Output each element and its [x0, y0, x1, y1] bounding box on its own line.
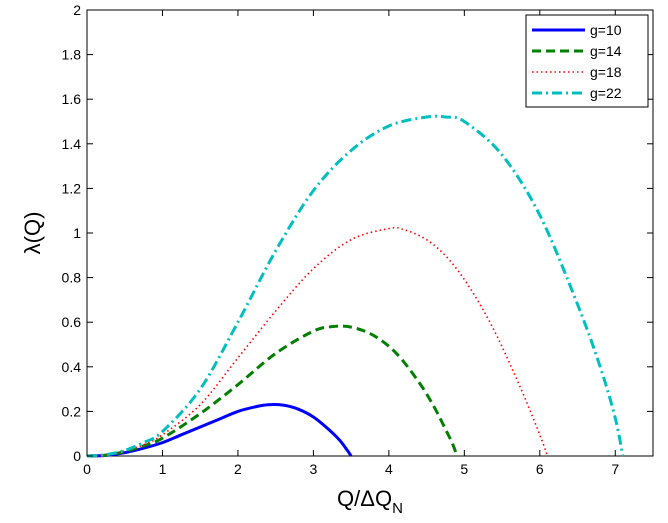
- y-tick-label: 1.6: [62, 91, 82, 107]
- legend-label: g=22: [590, 85, 622, 101]
- x-tick-label: 6: [536, 461, 544, 477]
- x-tick-label: 5: [460, 461, 468, 477]
- x-tick-label: 0: [83, 461, 91, 477]
- series-line-g-22: [86, 114, 625, 458]
- y-tick-label: 2: [73, 2, 81, 18]
- legend-label: g=10: [590, 22, 622, 38]
- y-tick-label: 0.4: [62, 359, 82, 375]
- y-tick-label: 0.8: [62, 270, 82, 286]
- y-tick-label: 0.6: [62, 314, 82, 330]
- y-tick-label: 0.2: [62, 403, 82, 419]
- legend-label: g=14: [590, 43, 622, 59]
- y-tick-label: 1.2: [62, 180, 82, 196]
- y-tick-label: 0: [73, 448, 81, 464]
- x-axis-label-main: Q/ΔQ: [337, 486, 392, 511]
- y-tick-label: 1.4: [62, 136, 82, 152]
- x-tick-label: 4: [385, 461, 393, 477]
- y-axis-label: λ(Q): [20, 212, 45, 255]
- x-axis-label-subscript: N: [392, 500, 403, 517]
- series-layer: [86, 114, 625, 458]
- x-tick-label: 1: [159, 461, 167, 477]
- y-tick-label: 1: [73, 225, 81, 241]
- x-axis-label: Q/ΔQN: [337, 486, 403, 517]
- y-tick-label: 1.8: [62, 47, 82, 63]
- ticks-layer: 0 1 2 3 4 5 6 7 0 0.2 0.4 0.6 0.8 1 1.2 1.4 1.6 1.8 2: [62, 2, 653, 477]
- series-line-g-18: [86, 226, 549, 457]
- x-tick-label: 3: [310, 461, 318, 477]
- x-tick-label: 7: [611, 461, 619, 477]
- series-line-g-14: [86, 324, 459, 458]
- series-line-g-10: [86, 403, 353, 458]
- legend: g=10 g=14 g=18 g=22: [525, 14, 649, 108]
- x-tick-label: 2: [234, 461, 242, 477]
- legend-label: g=18: [590, 64, 622, 80]
